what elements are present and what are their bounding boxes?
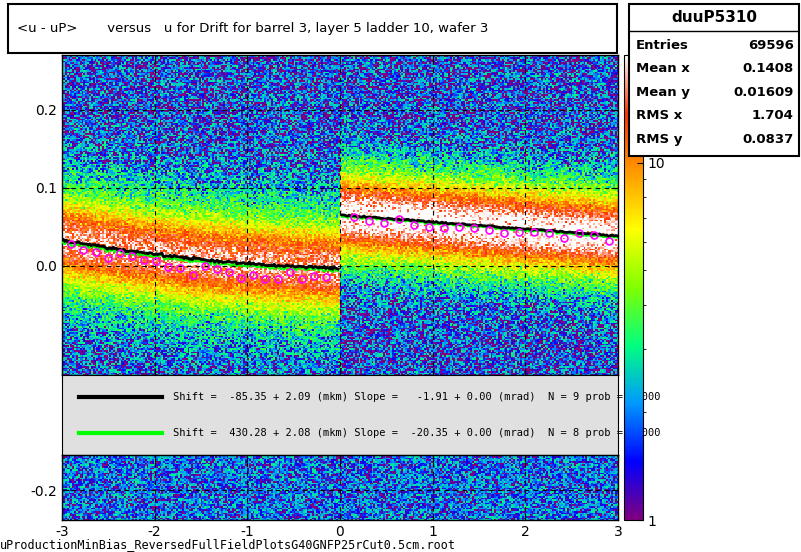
Text: Shift =  430.28 + 2.08 (mkm) Slope =  -20.35 + 0.00 (mrad)  N = 8 prob = 0.000: Shift = 430.28 + 2.08 (mkm) Slope = -20.… [173, 428, 661, 438]
Text: 0.0837: 0.0837 [743, 133, 794, 146]
Text: 0.1408: 0.1408 [743, 62, 794, 75]
Text: Shift =  -85.35 + 2.09 (mkm) Slope =   -1.91 + 0.00 (mrad)  N = 9 prob = 0.000: Shift = -85.35 + 2.09 (mkm) Slope = -1.9… [173, 392, 661, 402]
Text: Mean x: Mean x [636, 62, 690, 75]
Text: 69596: 69596 [748, 39, 794, 51]
Text: <u - uP>       versus   u for Drift for barrel 3, layer 5 ladder 10, wafer 3: <u - uP> versus u for Drift for barrel 3… [17, 22, 489, 35]
Text: 1.704: 1.704 [752, 109, 794, 122]
Text: RMS x: RMS x [636, 109, 682, 122]
Text: 0.01609: 0.01609 [734, 86, 794, 99]
Text: duuP5310: duuP5310 [671, 10, 757, 25]
Text: uProductionMinBias_ReversedFullFieldPlotsG40GNFP25rCut0.5cm.root: uProductionMinBias_ReversedFullFieldPlot… [0, 538, 456, 551]
Text: Mean y: Mean y [636, 86, 690, 99]
Text: RMS y: RMS y [636, 133, 682, 146]
Text: Entries: Entries [636, 39, 689, 51]
